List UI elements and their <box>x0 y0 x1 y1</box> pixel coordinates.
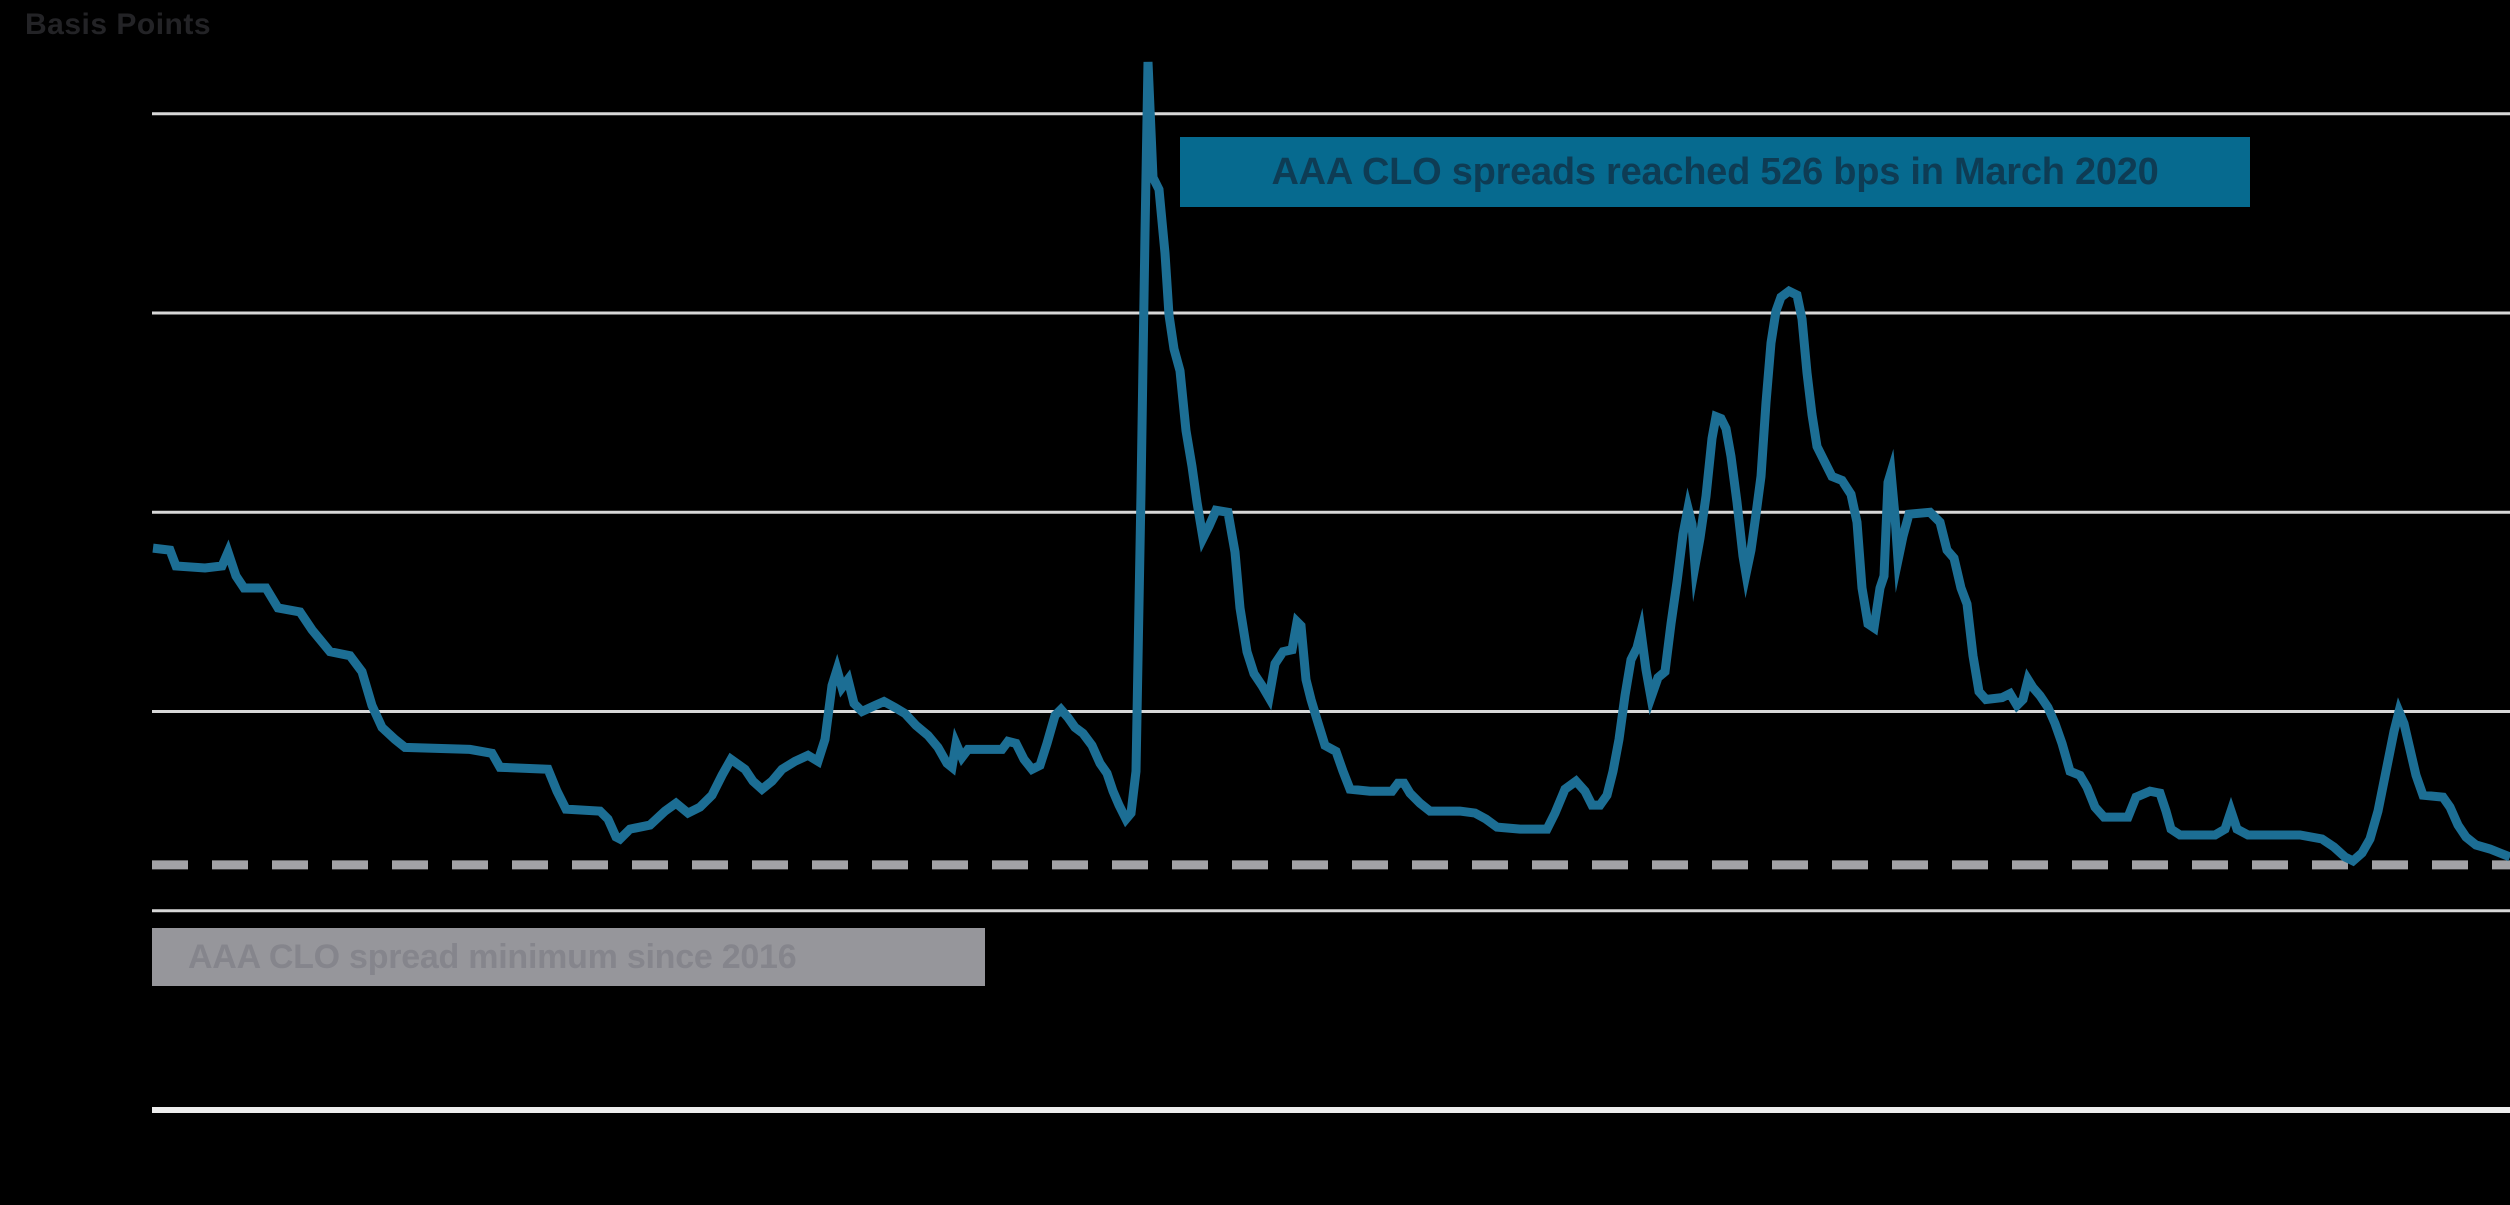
y-axis-title: Basis Points <box>25 8 212 41</box>
peak-annotation-box: AAA CLO spreads reached 526 bps in March… <box>1180 137 2250 207</box>
minimum-annotation-box: AAA CLO spread minimum since 2016 <box>152 928 985 986</box>
aaa-clo-spread-line <box>152 61 2510 867</box>
